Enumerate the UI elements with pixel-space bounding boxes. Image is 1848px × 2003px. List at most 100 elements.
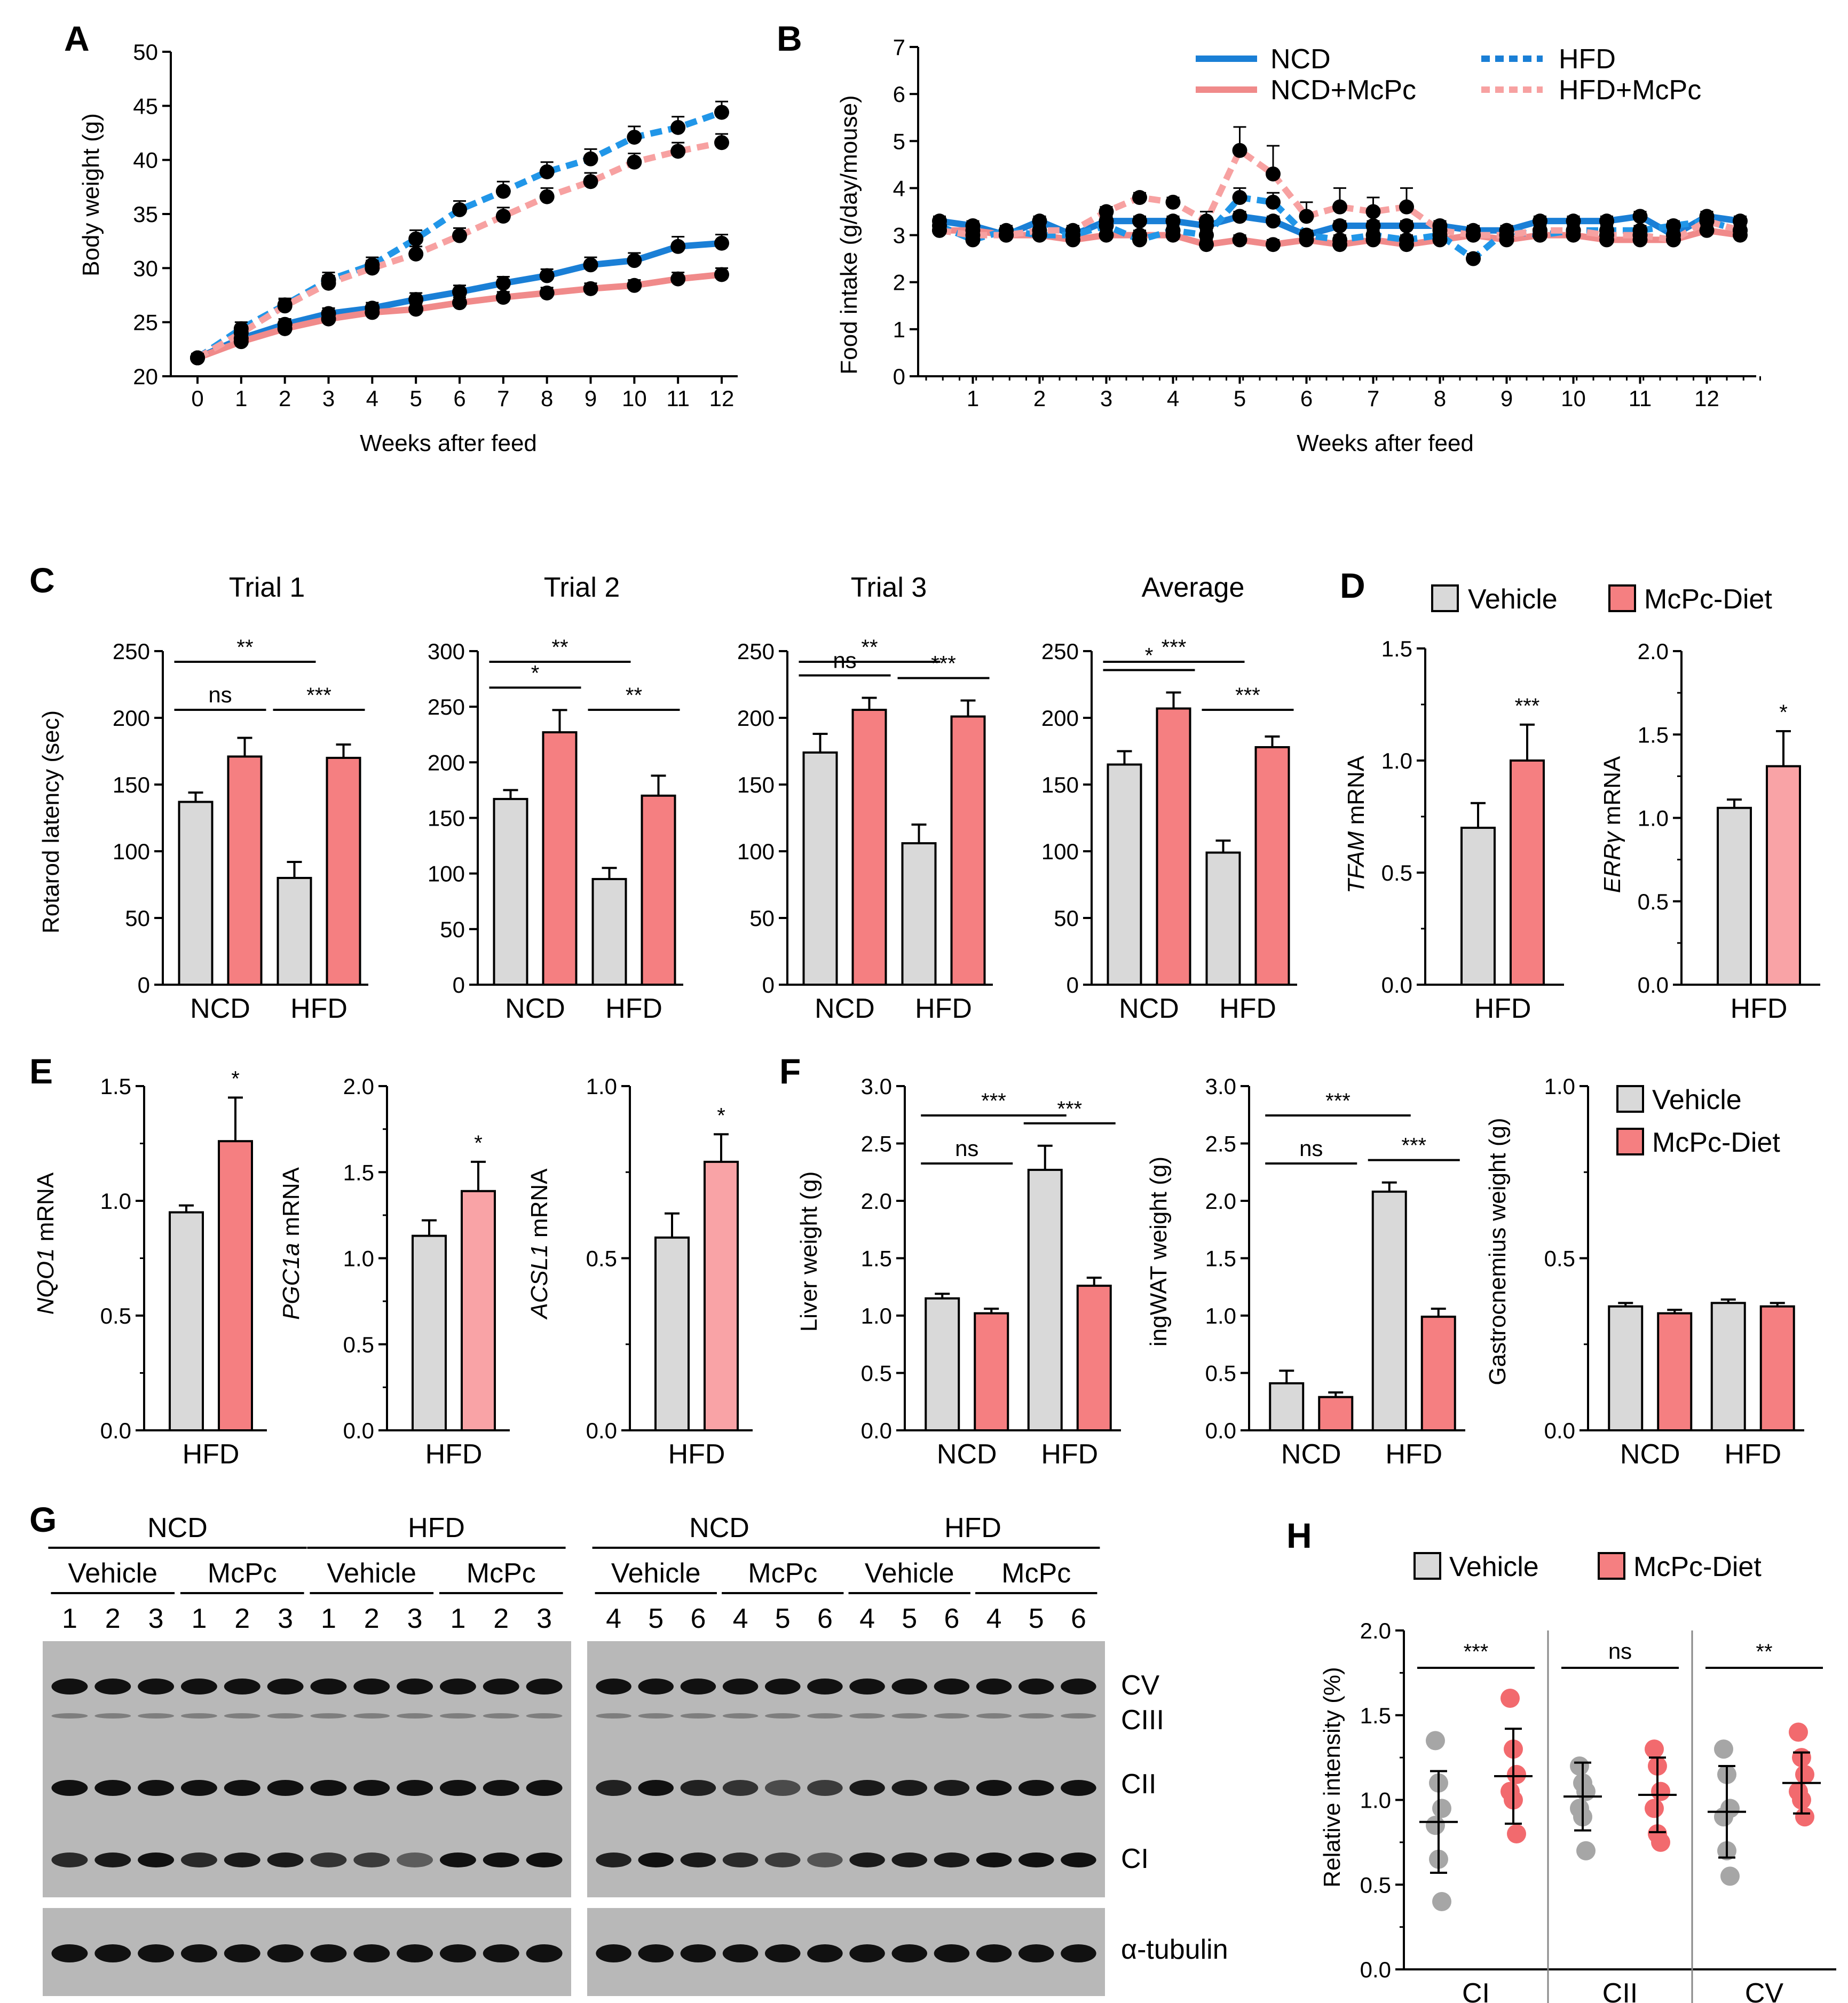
plotC1-y-tick-label: 150 [113, 772, 150, 797]
blot-right-lane-number: 4 [986, 1603, 1002, 1634]
blotLeft-band-ciii [397, 1713, 433, 1719]
blot-right-lane-number: 6 [944, 1603, 959, 1634]
plotC3-group-label: HFD [915, 993, 972, 1024]
panel-c-ylabel: Rotarod latency (sec) [38, 710, 64, 933]
plotC2-comparison-label: * [531, 661, 540, 685]
plotE2-y-tick-label: 0.5 [343, 1332, 374, 1357]
panel-d-errg-ylabel-rest: mRNA [1599, 756, 1625, 832]
blotRight-band-cv [1018, 1679, 1054, 1695]
blotLeft-band-ci [439, 1852, 476, 1867]
plotC4-y-tick-label: 0 [1067, 972, 1079, 997]
legend-d-vehicle-swatch [1431, 584, 1459, 612]
plotF1-y-tick-label: 3.0 [861, 1074, 892, 1099]
blotRight-band-cv [891, 1679, 927, 1695]
plotB-y-tick-label: 6 [893, 82, 905, 107]
legend-h-vehicle-swatch [1413, 1552, 1441, 1580]
panel-d-tfam-plot: 0.0 0.5 1.0 1.5 HFD *** [1381, 636, 1564, 1024]
legend-f-mcpc-label: McPc-Diet [1652, 1127, 1780, 1158]
blot-label-ci: CI [1121, 1843, 1149, 1874]
plotB-data-point [1399, 232, 1414, 248]
plotA-data-point [495, 290, 511, 305]
plotC1-group-label: NCD [190, 993, 250, 1024]
blotLeft-band-cii [51, 1780, 88, 1796]
blotLeft-band-ciii [138, 1713, 175, 1719]
plotB-data-point [965, 227, 981, 243]
plotH-dot-mcpc [1651, 1782, 1670, 1801]
plotA-data-point [277, 321, 293, 336]
panel-e-pgc1a-ylabel: PGC1a mRNA [278, 1167, 304, 1320]
plotA-data-point [408, 302, 424, 317]
plotH-dot-vehicle [1432, 1799, 1451, 1818]
plotA-data-point [539, 164, 555, 179]
plotE3-bar-mcpc [704, 1160, 739, 1431]
blotRight-band-cii [934, 1780, 970, 1796]
blot-right-header-sub: McPc [748, 1558, 817, 1589]
plotC4-comparison-label: *** [1162, 636, 1187, 659]
plotF1-comparison-label: *** [981, 1089, 1006, 1113]
plotB-x-tick-label: 7 [1367, 386, 1379, 411]
blotRight-band-tubulin [596, 1944, 631, 1962]
blotRight-band-cv [765, 1679, 801, 1695]
plotB-x-tick-label: 1 [967, 386, 979, 411]
blotRight-band-ciii [765, 1713, 801, 1719]
blotLeft-band-tubulin [526, 1944, 563, 1962]
blotLeft-band-ciii [224, 1713, 260, 1719]
panel-e-nqo1-ylabel: NQO1 mRNA [33, 1172, 59, 1315]
plotC4-y-tick-label: 200 [1041, 706, 1079, 731]
plotD2-y-tick-label: 0.0 [1638, 972, 1669, 997]
plotB-data-point [1466, 251, 1481, 266]
plotA-data-point [627, 154, 642, 170]
plotB-y-tick-label: 4 [893, 176, 905, 201]
panel-e-nqo1-plot: 0.0 0.5 1.0 1.5 HFD * [100, 1067, 267, 1470]
plotD2-bar-mcpc [1766, 765, 1801, 986]
plotC2-comparison-label: ** [551, 636, 568, 659]
plotB-data-point [1232, 209, 1247, 224]
plotC3-y-tick-label: 0 [762, 972, 775, 997]
blotLeft-band-ci [526, 1852, 563, 1867]
legend-hfd-mcpc-label: HFD+McPc [1559, 75, 1701, 106]
blotLeft-band-cv [483, 1679, 519, 1695]
western-blot-right [587, 1641, 1105, 1996]
plotF1-bar-vehicle [1027, 1168, 1063, 1431]
plotH-dot-mcpc [1507, 1764, 1526, 1784]
blotRight-band-tubulin [891, 1944, 927, 1962]
plotE1-bar-mcpc [218, 1140, 253, 1431]
plotE2-significance-label: * [474, 1131, 483, 1155]
plotB-data-point [932, 223, 947, 238]
blotLeft-band-cii [224, 1780, 260, 1796]
panel-b-xlabel: Weeks after feed [1297, 430, 1474, 456]
blot-left-lane-number: 3 [278, 1603, 293, 1634]
blotRight-band-tubulin [849, 1944, 885, 1962]
panel-letter-e: E [29, 1051, 53, 1091]
panel-e: E NQO1 mRNA PGC1a mRNA ACSL1 mRNA 0.0 0.5… [29, 1051, 753, 1470]
plotB-data-point [1632, 209, 1648, 224]
blotLeft-band-cv [526, 1679, 563, 1695]
blot-left-header-sub: McPc [467, 1558, 536, 1589]
plotB-y-tick-label: 2 [893, 270, 905, 295]
plotC3-y-tick-label: 50 [749, 906, 775, 931]
plotB-data-point [1399, 218, 1414, 233]
panel-f: F Liver weight (g) ingWAT weight (g) Gas… [779, 1051, 1804, 1470]
blotLeft-band-cii [180, 1780, 217, 1796]
blotRight-band-ci [976, 1852, 1012, 1867]
plotB-data-point [1666, 232, 1681, 248]
plotH-dot-vehicle [1576, 1841, 1596, 1861]
plotC4-comparison-label: * [1145, 644, 1154, 668]
plotC4-group-label: NCD [1119, 993, 1179, 1024]
plotA-data-point [452, 284, 467, 299]
blotRight-band-cv [976, 1679, 1012, 1695]
blotLeft-band-ci [397, 1852, 433, 1867]
plotF2-y-tick-label: 1.0 [1205, 1303, 1236, 1328]
plotA-data-point [495, 184, 511, 199]
blotRight-band-cii [891, 1780, 927, 1796]
blotRight-band-tubulin [638, 1944, 674, 1962]
plotB-data-point [1432, 223, 1448, 238]
blotLeft-band-cii [439, 1780, 476, 1796]
blotRight-band-tubulin [722, 1944, 759, 1962]
blot-left-lane-number: 3 [536, 1603, 552, 1634]
plotA-x-tick-label: 7 [497, 386, 509, 411]
blotLeft-band-tubulin [180, 1944, 217, 1962]
plotC2-group-label: HFD [605, 993, 662, 1024]
